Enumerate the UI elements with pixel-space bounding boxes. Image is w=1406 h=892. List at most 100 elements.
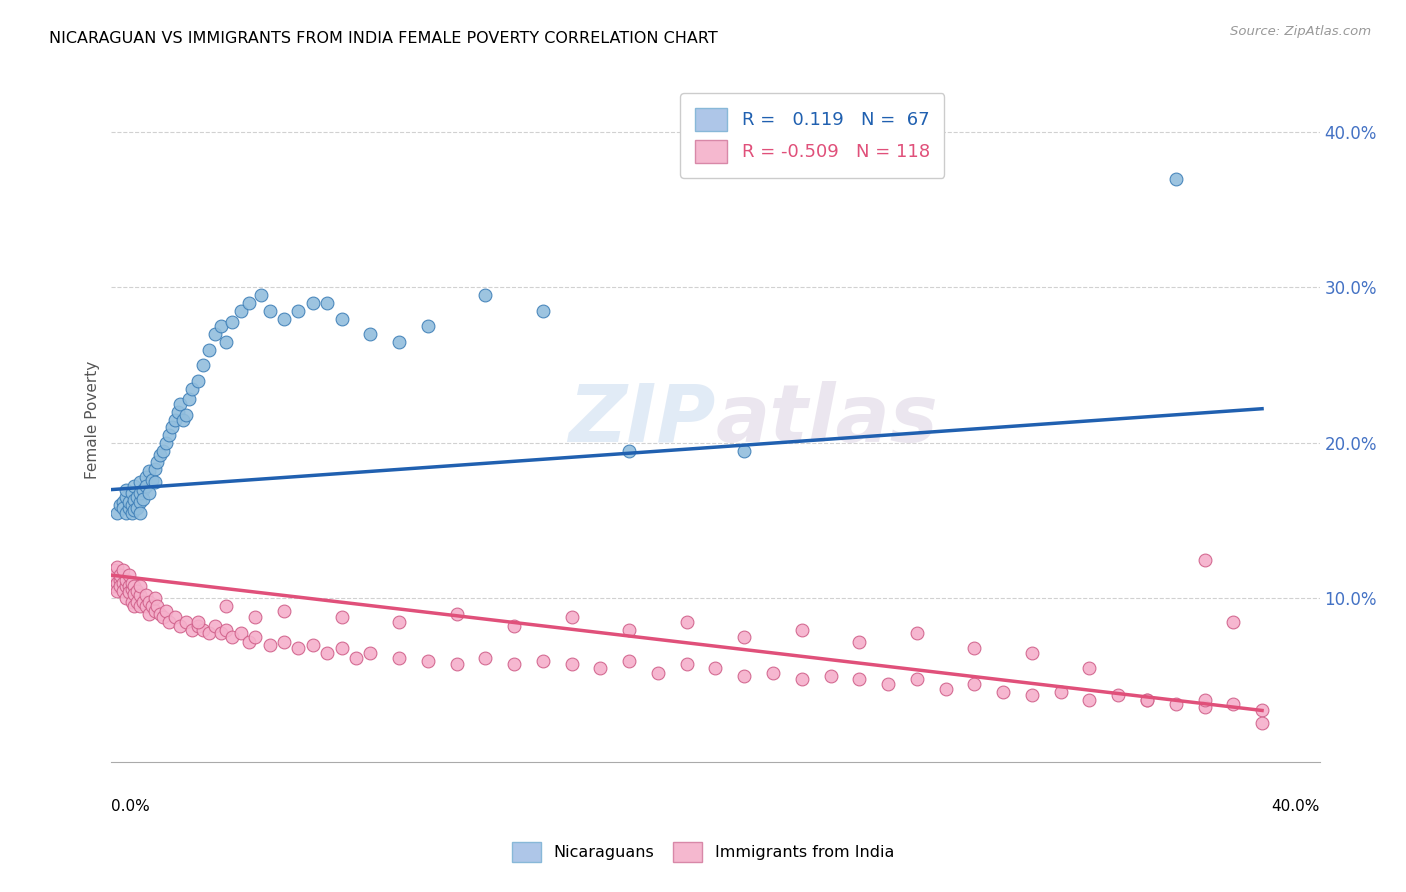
Point — [121, 575, 143, 590]
Point — [316, 296, 339, 310]
Point — [129, 579, 152, 593]
Point — [704, 661, 727, 675]
Point — [503, 657, 526, 671]
Point — [963, 677, 986, 691]
Point — [790, 673, 813, 687]
Point — [103, 579, 125, 593]
Point — [121, 506, 143, 520]
Point — [114, 491, 136, 505]
Point — [111, 575, 134, 590]
Point — [221, 315, 243, 329]
Point — [114, 579, 136, 593]
Point — [155, 604, 177, 618]
Point — [1194, 692, 1216, 706]
Point — [193, 623, 215, 637]
Point — [474, 288, 496, 302]
Point — [187, 615, 209, 629]
Point — [149, 607, 172, 621]
Point — [1251, 715, 1274, 730]
Point — [111, 495, 134, 509]
Point — [259, 638, 281, 652]
Text: atlas: atlas — [716, 381, 938, 458]
Point — [105, 575, 128, 590]
Point — [132, 483, 155, 497]
Point — [388, 615, 411, 629]
Point — [388, 650, 411, 665]
Point — [359, 327, 381, 342]
Point — [619, 443, 641, 458]
Point — [152, 443, 174, 458]
Point — [141, 599, 163, 614]
Point — [111, 501, 134, 516]
Point — [100, 568, 122, 582]
Point — [561, 657, 583, 671]
Point — [1107, 688, 1129, 702]
Point — [118, 568, 141, 582]
Point — [963, 641, 986, 656]
Point — [259, 303, 281, 318]
Point — [169, 397, 191, 411]
Point — [138, 464, 160, 478]
Point — [359, 646, 381, 660]
Point — [1222, 698, 1244, 712]
Point — [647, 666, 669, 681]
Point — [1078, 692, 1101, 706]
Point — [215, 334, 238, 349]
Point — [121, 485, 143, 500]
Point — [108, 568, 131, 582]
Point — [446, 607, 468, 621]
Point — [143, 475, 166, 489]
Point — [221, 631, 243, 645]
Text: 0.0%: 0.0% — [111, 799, 150, 814]
Point — [675, 615, 697, 629]
Point — [238, 635, 260, 649]
Point — [135, 588, 157, 602]
Point — [129, 506, 152, 520]
Text: NICARAGUAN VS IMMIGRANTS FROM INDIA FEMALE POVERTY CORRELATION CHART: NICARAGUAN VS IMMIGRANTS FROM INDIA FEMA… — [49, 31, 718, 46]
Point — [108, 498, 131, 512]
Point — [388, 334, 411, 349]
Point — [215, 623, 238, 637]
Point — [152, 610, 174, 624]
Point — [132, 491, 155, 506]
Point — [172, 412, 194, 426]
Point — [157, 615, 180, 629]
Point — [905, 625, 928, 640]
Point — [193, 358, 215, 372]
Point — [118, 495, 141, 509]
Point — [132, 594, 155, 608]
Point — [733, 631, 755, 645]
Point — [619, 654, 641, 668]
Point — [762, 666, 785, 681]
Point — [127, 583, 149, 598]
Point — [135, 479, 157, 493]
Point — [146, 599, 169, 614]
Point — [619, 623, 641, 637]
Point — [124, 579, 146, 593]
Point — [209, 625, 232, 640]
Point — [330, 610, 353, 624]
Point — [124, 599, 146, 614]
Point — [1164, 698, 1187, 712]
Point — [1136, 692, 1159, 706]
Point — [991, 685, 1014, 699]
Point — [124, 493, 146, 508]
Point — [316, 646, 339, 660]
Point — [157, 428, 180, 442]
Point — [129, 475, 152, 489]
Point — [127, 594, 149, 608]
Point — [330, 311, 353, 326]
Point — [111, 583, 134, 598]
Point — [114, 573, 136, 587]
Legend: Nicaraguans, Immigrants from India: Nicaraguans, Immigrants from India — [505, 836, 901, 868]
Point — [187, 619, 209, 633]
Point — [124, 479, 146, 493]
Point — [198, 625, 221, 640]
Point — [238, 296, 260, 310]
Point — [531, 303, 554, 318]
Point — [531, 654, 554, 668]
Point — [174, 615, 197, 629]
Point — [129, 485, 152, 500]
Point — [121, 582, 143, 596]
Point — [198, 343, 221, 357]
